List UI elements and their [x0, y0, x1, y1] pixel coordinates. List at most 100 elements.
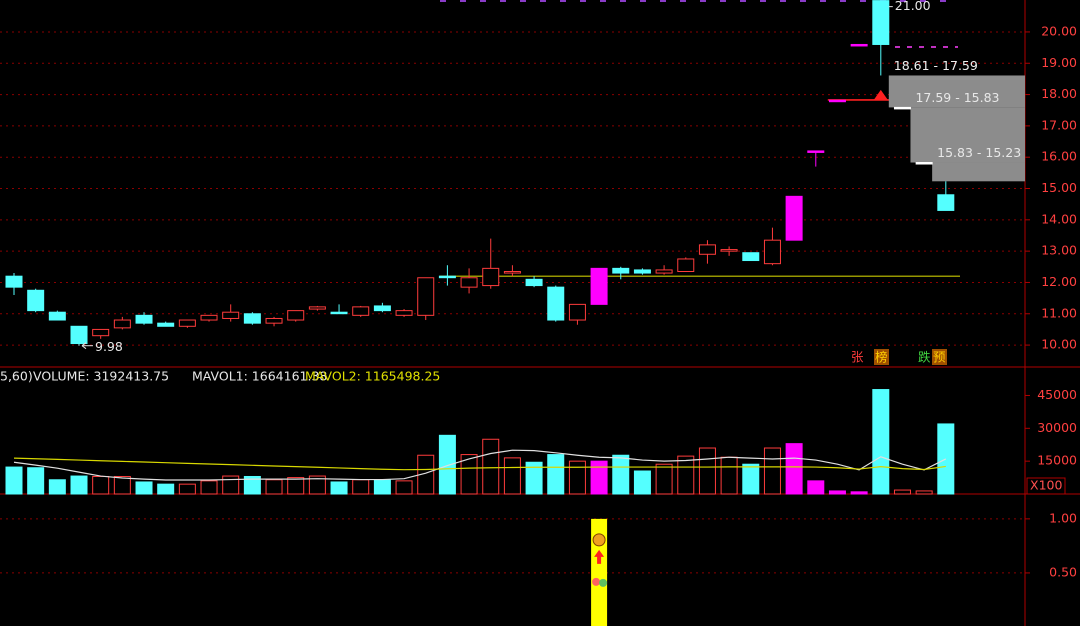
candle-body [308, 306, 326, 310]
gap-box [932, 162, 1025, 182]
candle-body [48, 311, 66, 321]
volume-bar [763, 447, 781, 495]
candle-body [720, 249, 738, 252]
candle-body [547, 286, 565, 321]
candle-body [655, 269, 673, 274]
volume-bar [27, 467, 45, 495]
volume-bar [135, 481, 153, 495]
tag-bg [932, 349, 947, 365]
y-tick-label: 20.00 [1041, 23, 1077, 38]
candle-body [287, 310, 305, 321]
volume-bar [590, 460, 608, 495]
tag-bg [874, 349, 889, 365]
candle-body [265, 317, 283, 324]
volume-bar [48, 479, 66, 495]
volume-bar [612, 454, 630, 495]
candle-body [828, 99, 846, 103]
candle-body [438, 275, 456, 279]
volume-bar [222, 475, 240, 495]
volume-bar [893, 489, 911, 495]
candle-body [612, 267, 630, 274]
unit-label: X100 [1030, 478, 1062, 493]
volume-bar [677, 455, 695, 495]
annotation: 21.00 [895, 0, 931, 13]
candle-body [785, 195, 803, 241]
volume-bar [178, 483, 196, 495]
volume-bar [525, 461, 543, 495]
candle-body [807, 150, 825, 153]
candle-body [850, 43, 868, 47]
y-tick-label: 12.00 [1041, 274, 1077, 289]
volume-bar [395, 480, 413, 495]
candle-body [92, 328, 110, 337]
volume-bar [698, 447, 716, 495]
ma-line [13, 449, 947, 481]
candle-body [503, 270, 521, 274]
candle-body [590, 267, 608, 305]
volume-bar [655, 463, 673, 495]
volume-bar [70, 475, 88, 495]
candle-body [872, 0, 890, 45]
y-tick-label: 15000 [1037, 453, 1077, 468]
volume-bar [568, 460, 586, 495]
candle-body [113, 319, 131, 329]
volume-bar [373, 479, 391, 495]
y-tick-label: 17.00 [1041, 117, 1077, 132]
candle-body [330, 311, 348, 315]
volume-bar [243, 475, 261, 495]
candle-body [395, 310, 413, 316]
candle-body [70, 325, 88, 345]
y-tick-label: 11.00 [1041, 305, 1077, 320]
y-tick-label: 19.00 [1041, 55, 1077, 70]
candle-body [568, 303, 586, 321]
candle-body [222, 311, 240, 319]
volume-bar [850, 491, 868, 495]
candle-body [157, 322, 175, 327]
candle-body [698, 244, 716, 255]
y-tick-label: 1.00 [1049, 510, 1077, 525]
tag: 榜 [875, 350, 888, 365]
candle-body [633, 269, 651, 274]
candle-body [915, 162, 933, 165]
candle-body [373, 305, 391, 312]
candle-body [763, 239, 781, 265]
tag: 跌 [918, 350, 931, 365]
volume-bar [200, 480, 218, 495]
volume-bar [482, 438, 500, 495]
volume-bar [265, 479, 283, 495]
signal-bar [591, 518, 608, 626]
gap-box [888, 75, 1025, 108]
gap-label: 17.59 - 15.83 [915, 90, 999, 105]
candle-body [5, 275, 23, 288]
volume-bar [5, 466, 23, 495]
y-tick-label: 14.00 [1041, 211, 1077, 226]
volume-bar [872, 389, 890, 495]
volume-bar [287, 477, 305, 495]
signal-icon [599, 578, 608, 587]
volume-bar [308, 475, 326, 495]
candle-body [243, 313, 261, 324]
y-tick-label: 30000 [1037, 420, 1077, 435]
y-tick-label: 15.00 [1041, 180, 1077, 195]
volume-bar [720, 456, 738, 495]
volume-bar [915, 490, 933, 495]
volume-bar [438, 434, 456, 495]
signal-icon [594, 549, 605, 564]
candle-body [135, 314, 153, 324]
candle-body [178, 319, 196, 327]
candle-body [27, 289, 45, 312]
candle-body [937, 194, 955, 211]
y-tick-label: 10.00 [1041, 337, 1077, 352]
gap-box [910, 107, 1025, 163]
candle-body [352, 306, 370, 316]
annotation: 9.98 [95, 339, 123, 354]
y-tick-label: 45000 [1037, 387, 1077, 402]
candle-body [742, 252, 760, 262]
tag: 预 [933, 350, 946, 365]
y-tick-label: 13.00 [1041, 243, 1077, 258]
volume-bar [113, 475, 131, 495]
volume-header: 5,60) [0, 369, 33, 384]
volume-bar [352, 479, 370, 495]
